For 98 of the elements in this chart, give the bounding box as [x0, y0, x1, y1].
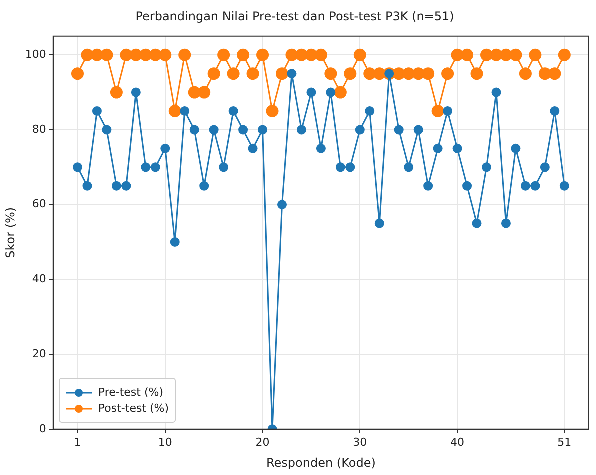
point: [178, 48, 192, 62]
point: [344, 68, 357, 80]
chart-title: Perbandingan Nilai Pre-test dan Post-test P3K (n=51): [136, 9, 454, 24]
y-axis-title: Skor (%): [3, 207, 18, 258]
point: [472, 218, 482, 228]
point: [256, 48, 270, 62]
point: [200, 181, 210, 191]
point: [530, 181, 540, 191]
point: [354, 48, 366, 62]
point: [168, 105, 182, 118]
point: [180, 106, 190, 116]
point: [324, 68, 338, 80]
point: [520, 181, 530, 191]
point: [258, 125, 268, 135]
x-tick-label: 51: [558, 436, 572, 449]
point: [71, 68, 84, 80]
point: [394, 125, 404, 135]
point: [102, 125, 112, 135]
point: [510, 48, 522, 62]
point: [296, 125, 306, 135]
point: [246, 68, 260, 80]
point: [511, 144, 521, 154]
point: [112, 181, 122, 191]
point: [558, 48, 571, 62]
x-tick-label: 1: [74, 436, 82, 449]
point: [355, 125, 365, 135]
x-tick-label: 20: [256, 436, 270, 449]
x-tick-label: 30: [353, 436, 368, 449]
point: [346, 162, 356, 172]
point: [501, 218, 511, 228]
y-tick-label: 0: [39, 422, 46, 436]
point: [336, 162, 346, 172]
point: [198, 86, 211, 99]
y-tick-label: 20: [32, 347, 46, 360]
point: [548, 68, 562, 80]
point: [452, 144, 462, 154]
point: [218, 48, 230, 62]
point: [227, 68, 240, 80]
y-tick-label: 60: [32, 198, 46, 211]
point: [276, 68, 288, 80]
point: [529, 48, 542, 62]
point: [160, 144, 170, 154]
point: [316, 144, 326, 154]
point: [433, 144, 443, 154]
point: [219, 162, 229, 172]
point: [365, 106, 375, 116]
point: [100, 48, 114, 62]
y-tick-label: 80: [32, 122, 46, 136]
point: [287, 69, 297, 79]
point: [540, 162, 550, 172]
point: [141, 162, 151, 172]
point: [208, 68, 220, 80]
point: [150, 162, 160, 172]
point: [326, 88, 336, 98]
point: [295, 48, 308, 62]
point: [228, 106, 238, 116]
point: [414, 125, 424, 135]
point: [131, 88, 141, 98]
point: [314, 48, 328, 62]
legend-label: Pre-test (%): [98, 386, 164, 400]
point: [462, 181, 472, 191]
point: [82, 181, 92, 191]
point: [190, 125, 200, 135]
point: [470, 68, 484, 80]
point: [443, 106, 453, 116]
x-tick-label: 10: [158, 436, 172, 449]
point: [424, 181, 434, 191]
x-axis-title: Responden (Kode): [266, 456, 376, 470]
point: [461, 48, 474, 62]
point: [550, 106, 560, 116]
point: [492, 88, 502, 98]
y-tick-label: 40: [32, 272, 46, 286]
point: [306, 88, 316, 98]
point: [404, 162, 414, 172]
point: [248, 144, 258, 154]
point: [334, 86, 347, 99]
point: [277, 200, 287, 210]
point: [170, 238, 180, 248]
point: [72, 162, 82, 172]
point: [159, 48, 172, 62]
point: [237, 48, 250, 62]
point: [519, 68, 532, 80]
point: [92, 106, 102, 116]
x-tick-label: 40: [450, 436, 465, 449]
point: [442, 68, 454, 80]
legend-label: Post-test (%): [98, 402, 170, 416]
point: [90, 48, 104, 62]
point: [110, 86, 123, 99]
point: [422, 68, 435, 80]
point: [209, 125, 219, 135]
point: [266, 105, 279, 118]
y-tick-label: 100: [25, 48, 46, 61]
point: [432, 105, 444, 118]
point: [374, 218, 384, 228]
point: [560, 181, 570, 191]
point: [122, 181, 132, 191]
point: [238, 125, 248, 135]
point: [482, 162, 492, 172]
